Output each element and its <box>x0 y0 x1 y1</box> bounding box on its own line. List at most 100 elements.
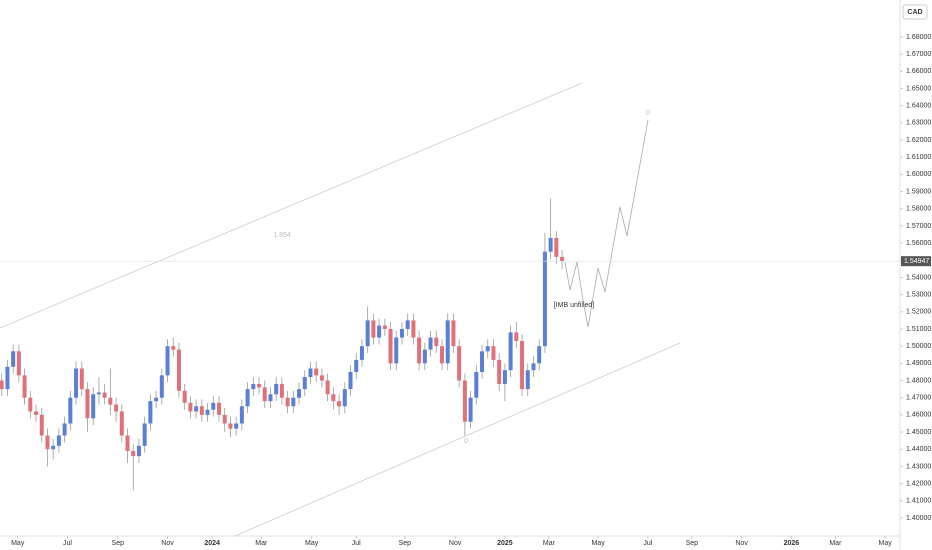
y-tick-label: 1.40000 <box>906 515 931 522</box>
x-tick-label: Sep <box>399 540 412 547</box>
candle-body <box>405 320 410 329</box>
candle-body <box>142 423 147 446</box>
y-tick-label: 1.62000 <box>906 137 931 144</box>
candle-body <box>96 392 101 395</box>
last-price-tag <box>901 256 931 267</box>
candle-body <box>485 346 490 352</box>
y-tick-label: 1.60000 <box>906 171 931 178</box>
y-tick-label: 1.61000 <box>906 154 931 161</box>
candle-body <box>257 383 262 388</box>
candle-body <box>382 325 387 329</box>
candle-body <box>399 328 404 338</box>
candle-body <box>154 397 159 402</box>
projection-path <box>564 119 649 328</box>
candle-body <box>211 402 216 410</box>
candle-body <box>171 346 176 350</box>
candle-body <box>531 363 536 371</box>
candle-body <box>262 387 267 402</box>
y-tick-label: 1.59000 <box>906 188 931 195</box>
candle-body <box>22 375 27 398</box>
candle-body <box>422 349 427 364</box>
x-tick-label: Nov <box>161 540 174 547</box>
y-tick-label: 1.48000 <box>906 377 931 384</box>
candle-body <box>274 383 279 395</box>
candle-body <box>51 445 56 450</box>
candle-body <box>136 445 141 457</box>
candle-body <box>102 392 107 398</box>
y-tick-label: 1.43000 <box>906 463 931 470</box>
candle-body <box>514 332 519 342</box>
channel-lower <box>234 342 681 537</box>
candle-body <box>434 337 439 347</box>
candle-body <box>159 375 164 398</box>
candle-body <box>348 371 353 390</box>
y-tick-label: 1.54000 <box>906 274 931 281</box>
candle-body <box>525 370 530 390</box>
candle-body <box>108 397 113 405</box>
candle-body <box>5 366 10 390</box>
candle-body <box>497 359 502 384</box>
candle-body <box>268 394 273 402</box>
candle-body <box>11 351 16 367</box>
x-tick-label: May <box>879 540 893 547</box>
y-tick-label: 1.67000 <box>906 51 931 58</box>
x-tick-label: Nov <box>735 540 748 547</box>
candle-body <box>279 383 284 398</box>
candle-body <box>542 251 547 347</box>
candle-body <box>502 370 507 384</box>
candle-body <box>468 397 473 422</box>
candle-body <box>371 320 376 338</box>
candle-body <box>439 346 444 364</box>
candle-body <box>508 332 513 371</box>
y-tick-label: 1.49000 <box>906 360 931 367</box>
candle-body <box>131 450 136 457</box>
y-tick-label: 1.65000 <box>906 85 931 92</box>
candle-body <box>462 380 467 422</box>
candle-body <box>74 368 79 398</box>
candle-body <box>125 435 130 451</box>
y-tick-label: 1.68000 <box>906 34 931 41</box>
candle-body <box>0 380 4 390</box>
candle-body <box>331 394 336 402</box>
candle-body <box>28 397 33 412</box>
candle-body <box>445 320 450 364</box>
candle-body <box>228 423 233 429</box>
candle-body <box>394 337 399 364</box>
y-tick-label: 1.45000 <box>906 429 931 436</box>
candle-body <box>39 414 44 436</box>
candle-body <box>457 346 462 381</box>
candle-body <box>342 389 347 407</box>
currency-box <box>902 4 928 20</box>
candle-body <box>188 402 193 412</box>
currency: CAD <box>907 9 922 16</box>
candle-body <box>417 337 422 364</box>
y-tick-label: 1.50000 <box>906 343 931 350</box>
x-tick-label: Mar <box>829 540 842 547</box>
candle-body <box>474 371 479 398</box>
candle-body <box>480 351 485 372</box>
y-tick-label: 1.66000 <box>906 68 931 75</box>
candle-body <box>308 368 313 378</box>
candle-body <box>302 377 307 390</box>
candle-body <box>537 346 542 364</box>
x-tick-label: Jul <box>352 540 361 547</box>
x-tick-label: May <box>591 540 605 547</box>
candle-body <box>377 325 382 338</box>
candle-body <box>216 402 221 415</box>
y-tick-label: 1.56000 <box>906 240 931 247</box>
x-tick-label: 2026 <box>784 540 800 547</box>
x-tick-label: May <box>305 540 319 547</box>
candle-body <box>337 401 342 407</box>
candle-body <box>359 346 364 360</box>
candle-body <box>68 397 73 424</box>
candle-body <box>245 389 250 407</box>
candle-body <box>165 346 170 376</box>
y-tick-label: 1.63000 <box>906 120 931 127</box>
annotation: 1.854 <box>273 232 291 239</box>
x-tick-label: Mar <box>255 540 268 547</box>
annotation: 0 <box>646 110 650 117</box>
candle-body <box>56 435 61 446</box>
candle-body <box>428 337 433 350</box>
y-tick-label: 1.42000 <box>906 480 931 487</box>
